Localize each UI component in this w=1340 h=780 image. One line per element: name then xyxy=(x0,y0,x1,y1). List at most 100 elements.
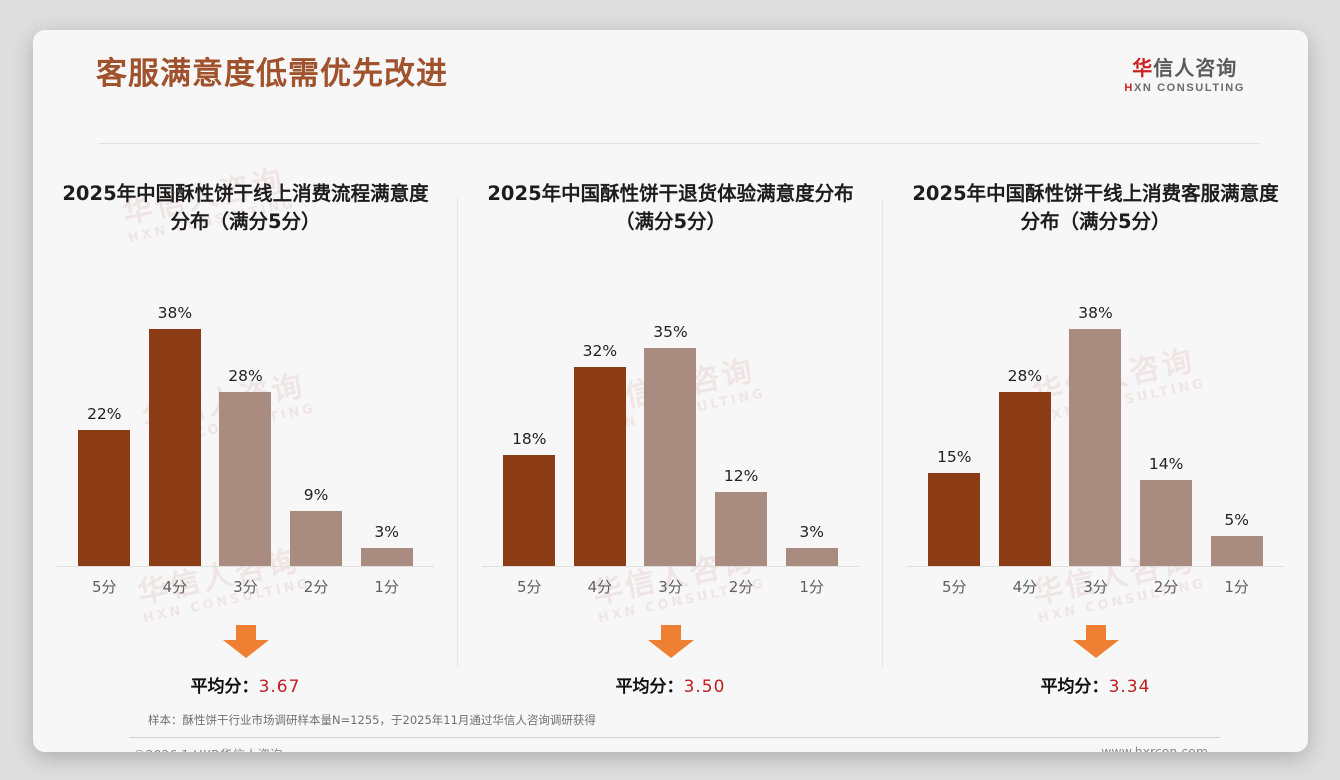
slide-canvas: 华信人咨询 HXN CONSULTING 华信人咨询 HXN CONSULTIN… xyxy=(33,30,1308,752)
bar[interactable] xyxy=(928,473,981,567)
x-tick-label: 1分 xyxy=(799,578,824,596)
slide-header: 客服满意度低需优先改进 华信人咨询 HXN CONSULTING xyxy=(33,30,1308,118)
average-score-block: 平均分：3.50 xyxy=(476,625,865,697)
x-tick-label: 5分 xyxy=(517,578,542,596)
logo-cn-highlight: 华 xyxy=(1132,56,1154,80)
bar-group: 15% 28% 38% 14% xyxy=(919,292,1272,567)
average-label: 平均分： xyxy=(615,677,684,697)
bar-slot[interactable]: 22% xyxy=(73,292,137,567)
footer-copyright: ©2026.1 HXR华信人咨询 xyxy=(133,744,282,752)
average-score-line: 平均分：3.34 xyxy=(901,672,1290,697)
x-tick-label: 1分 xyxy=(1224,578,1249,596)
bar-slot[interactable]: 9% xyxy=(284,292,348,567)
down-arrow-icon xyxy=(222,625,269,658)
bar-slot[interactable]: 38% xyxy=(1064,292,1128,567)
logo-en-rest: XN CONSULTING xyxy=(1133,82,1245,94)
x-axis-labels: 5分 4分 3分 2分 1分 xyxy=(476,576,865,597)
page-title: 客服满意度低需优先改进 xyxy=(96,56,448,92)
bar-value-label: 15% xyxy=(937,448,972,467)
bar-slot[interactable]: 15% xyxy=(923,292,987,567)
x-axis-line xyxy=(57,566,434,567)
bar[interactable] xyxy=(715,491,768,567)
bar-chart-plot: 15% 28% 38% 14% xyxy=(901,292,1290,567)
bar[interactable] xyxy=(360,548,413,567)
bar[interactable] xyxy=(1069,329,1122,567)
x-tick-label: 2分 xyxy=(1153,578,1179,596)
bar[interactable] xyxy=(219,392,272,567)
average-label: 平均分： xyxy=(1040,677,1109,697)
x-axis-line xyxy=(482,566,859,567)
bar-value-label: 12% xyxy=(723,466,759,485)
x-tick-label: 3分 xyxy=(1083,578,1108,596)
panel-divider xyxy=(882,198,883,667)
bar-value-label: 3% xyxy=(799,523,824,542)
chart-panel-2: 2025年中国酥性饼干退货体验满意度分布（满分5分） 18% 32% 35% xyxy=(458,180,883,697)
title-divider xyxy=(99,143,1260,144)
chart-title: 2025年中国酥性饼干线上消费客服满意度分布（满分5分） xyxy=(912,182,1279,233)
bar[interactable] xyxy=(573,367,626,567)
x-tick-label: 2分 xyxy=(303,578,329,596)
bar-value-label: 38% xyxy=(157,304,193,323)
bar-slot[interactable]: 28% xyxy=(993,292,1057,567)
x-tick-label: 4分 xyxy=(1012,578,1038,596)
chart-panel-3: 2025年中国酥性饼干线上消费客服满意度分布（满分5分） 15% 28% 38% xyxy=(883,180,1308,697)
bar-slot[interactable]: 28% xyxy=(214,292,278,567)
footer-divider xyxy=(129,737,1220,738)
x-tick-label: 5分 xyxy=(942,578,967,596)
bar[interactable] xyxy=(1140,479,1193,567)
chart-title: 2025年中国酥性饼干线上消费流程满意度分布（满分5分） xyxy=(62,182,429,233)
bar-value-label: 18% xyxy=(512,429,547,448)
bar-value-label: 28% xyxy=(228,367,263,386)
x-tick-label: 2分 xyxy=(728,578,754,596)
bar-slot[interactable]: 32% xyxy=(568,292,632,567)
average-value: 3.67 xyxy=(258,677,301,697)
bar-value-label: 9% xyxy=(303,485,329,504)
bar-value-label: 35% xyxy=(653,323,688,342)
sample-footnote: 样本：酥性饼干行业市场调研样本量N=1255，于2025年11月通过华信人咨询调… xyxy=(148,713,596,727)
bar-value-label: 38% xyxy=(1078,304,1113,323)
bar-value-label: 14% xyxy=(1148,454,1184,473)
bar[interactable] xyxy=(1210,535,1263,567)
bar-value-label: 32% xyxy=(582,342,618,361)
average-score-line: 平均分：3.67 xyxy=(51,672,440,697)
bar[interactable] xyxy=(78,429,131,567)
bar-value-label: 22% xyxy=(87,404,122,423)
x-tick-label: 4分 xyxy=(587,578,613,596)
bar[interactable] xyxy=(998,392,1051,567)
logo-en-highlight: H xyxy=(1124,82,1134,94)
bar-value-label: 5% xyxy=(1224,510,1249,529)
average-score-block: 平均分：3.67 xyxy=(51,625,440,697)
chart-title: 2025年中国酥性饼干退货体验满意度分布（满分5分） xyxy=(487,182,854,233)
bar[interactable] xyxy=(148,329,201,567)
bar-slot[interactable]: 3% xyxy=(355,292,419,567)
logo-english-text: HXN CONSULTING xyxy=(1124,83,1245,94)
logo-cn-rest: 信人咨询 xyxy=(1153,56,1238,80)
bar[interactable] xyxy=(290,510,343,567)
bar-slot[interactable]: 14% xyxy=(1134,292,1198,567)
bar-slot[interactable]: 18% xyxy=(498,292,562,567)
bar-chart-plot: 22% 38% 28% 9% xyxy=(51,292,440,567)
bar-group: 22% 38% 28% 9% xyxy=(69,292,422,567)
x-tick-label: 4分 xyxy=(162,578,188,596)
bar-slot[interactable]: 38% xyxy=(143,292,207,567)
x-tick-label: 5分 xyxy=(92,578,117,596)
slide-footer: ©2026.1 HXR华信人咨询 www.hxrcon.com xyxy=(33,744,1308,752)
average-value: 3.50 xyxy=(683,677,726,697)
bar[interactable] xyxy=(503,454,556,567)
brand-logo: 华信人咨询 HXN CONSULTING xyxy=(1124,58,1245,94)
bar-group: 18% 32% 35% 12% xyxy=(494,292,847,567)
bar[interactable] xyxy=(644,348,697,567)
bar-slot[interactable]: 12% xyxy=(709,292,773,567)
bar-slot[interactable]: 5% xyxy=(1205,292,1269,567)
average-value: 3.34 xyxy=(1108,677,1151,697)
chart-panel-1: 2025年中国酥性饼干线上消费流程满意度分布（满分5分） 22% 38% 28% xyxy=(33,180,458,697)
average-score-block: 平均分：3.34 xyxy=(901,625,1290,697)
bar-slot[interactable]: 35% xyxy=(639,292,703,567)
average-label: 平均分： xyxy=(190,677,259,697)
x-axis-labels: 5分 4分 3分 2分 1分 xyxy=(51,576,440,597)
bar[interactable] xyxy=(785,548,838,567)
footer-website[interactable]: www.hxrcon.com xyxy=(1101,744,1208,752)
bar-slot[interactable]: 3% xyxy=(780,292,844,567)
down-arrow-icon xyxy=(1072,625,1119,658)
x-tick-label: 3分 xyxy=(233,578,258,596)
